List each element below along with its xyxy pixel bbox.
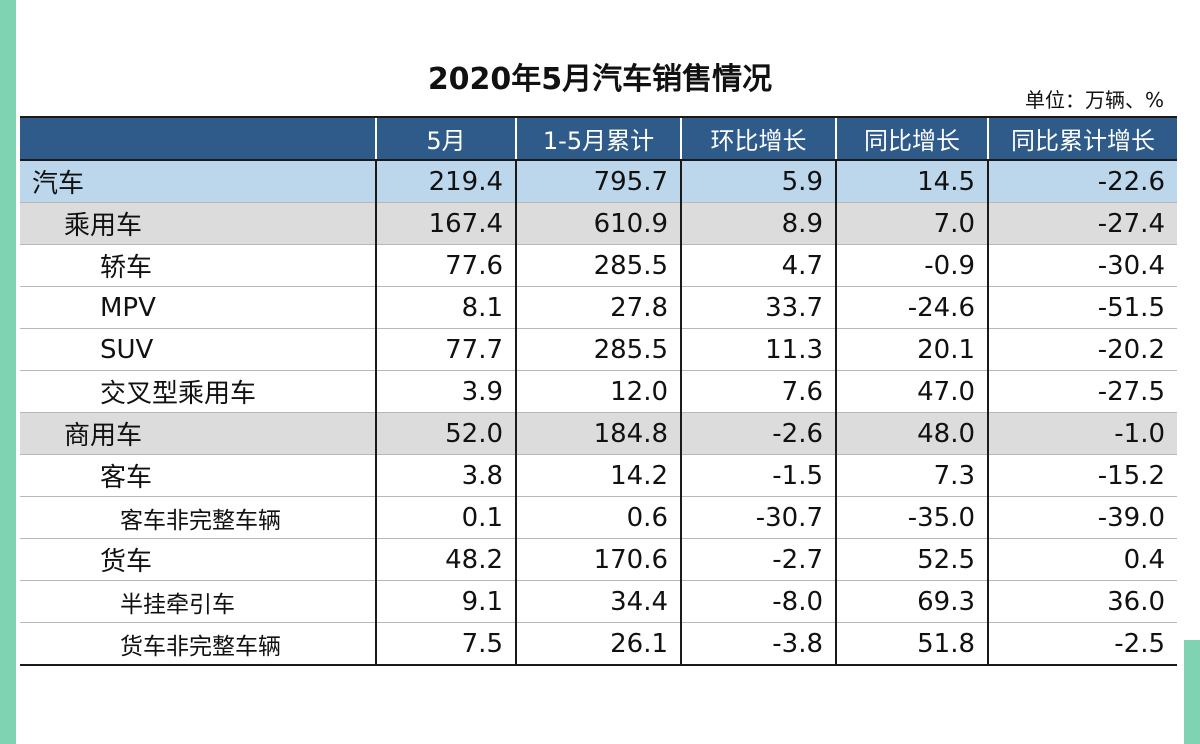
value-cell: 12.0: [515, 370, 681, 413]
table-row: 交叉型乘用车 3.9 12.0 7.6 47.0 -27.5: [20, 370, 1177, 413]
value-cell: 0.1: [375, 496, 516, 539]
header-row: 5月 1-5月累计 环比增长 同比增长 同比累计增长: [20, 116, 1177, 161]
table-row: 客车非完整车辆 0.1 0.6 -30.7 -35.0 -39.0: [20, 496, 1177, 539]
unit-label: 单位：万辆、%: [1024, 88, 1164, 112]
row-label: 商用车: [20, 412, 376, 455]
value-cell: -24.6: [835, 286, 988, 329]
value-cell: -15.2: [987, 454, 1177, 497]
value-cell: 8.1: [375, 286, 516, 329]
right-edge-decoration: [1184, 640, 1200, 744]
value-cell: -39.0: [987, 496, 1177, 539]
value-cell: -2.5: [987, 622, 1177, 666]
value-cell: 0.6: [515, 496, 681, 539]
value-cell: -30.4: [987, 244, 1177, 287]
table-body: 汽车 219.4 795.7 5.9 14.5 -22.6 乘用车 167.4 610.9 8.9…: [20, 160, 1177, 666]
value-cell: 795.7: [515, 160, 681, 203]
value-cell: 77.6: [375, 244, 516, 287]
column-header: 同比增长: [835, 116, 988, 161]
value-cell: 36.0: [987, 580, 1177, 623]
table-row: MPV 8.1 27.8 33.7 -24.6 -51.5: [20, 286, 1177, 329]
column-header: 环比增长: [680, 116, 836, 161]
value-cell: 20.1: [835, 328, 988, 371]
table-row: 汽车 219.4 795.7 5.9 14.5 -22.6: [20, 160, 1177, 203]
row-label: 乘用车: [20, 202, 376, 245]
value-cell: -2.6: [680, 412, 836, 455]
value-cell: 51.8: [835, 622, 988, 666]
sales-table: 5月 1-5月累计 环比增长 同比增长 同比累计增长 汽车 219.4 795.7 5.9 14…: [20, 116, 1177, 666]
value-cell: -8.0: [680, 580, 836, 623]
value-cell: 48.2: [375, 538, 516, 581]
row-label: 货车非完整车辆: [20, 622, 376, 666]
column-header: 1-5月累计: [515, 116, 681, 161]
value-cell: 285.5: [515, 328, 681, 371]
row-label: 半挂牵引车: [20, 580, 376, 623]
table-row: 半挂牵引车 9.1 34.4 -8.0 69.3 36.0: [20, 580, 1177, 623]
value-cell: 0.4: [987, 538, 1177, 581]
value-cell: -3.8: [680, 622, 836, 666]
row-label: 客车非完整车辆: [20, 496, 376, 539]
row-label: 轿车: [20, 244, 376, 287]
value-cell: -20.2: [987, 328, 1177, 371]
column-header: [20, 116, 376, 161]
value-cell: -1.5: [680, 454, 836, 497]
value-cell: 14.5: [835, 160, 988, 203]
value-cell: 184.8: [515, 412, 681, 455]
value-cell: 7.6: [680, 370, 836, 413]
value-cell: -0.9: [835, 244, 988, 287]
value-cell: 7.5: [375, 622, 516, 666]
value-cell: -1.0: [987, 412, 1177, 455]
value-cell: 8.9: [680, 202, 836, 245]
value-cell: 52.0: [375, 412, 516, 455]
table-header: 5月 1-5月累计 环比增长 同比增长 同比累计增长: [20, 116, 1177, 161]
table-row: 商用车 52.0 184.8 -2.6 48.0 -1.0: [20, 412, 1177, 455]
value-cell: 33.7: [680, 286, 836, 329]
table-row: 轿车 77.6 285.5 4.7 -0.9 -30.4: [20, 244, 1177, 287]
value-cell: -51.5: [987, 286, 1177, 329]
value-cell: -35.0: [835, 496, 988, 539]
value-cell: 5.9: [680, 160, 836, 203]
value-cell: 77.7: [375, 328, 516, 371]
value-cell: 26.1: [515, 622, 681, 666]
column-header: 同比累计增长: [987, 116, 1177, 161]
value-cell: 610.9: [515, 202, 681, 245]
left-edge-decoration: [0, 0, 16, 744]
value-cell: 11.3: [680, 328, 836, 371]
value-cell: -22.6: [987, 160, 1177, 203]
row-label: MPV: [20, 286, 376, 329]
value-cell: 7.3: [835, 454, 988, 497]
value-cell: -2.7: [680, 538, 836, 581]
value-cell: 52.5: [835, 538, 988, 581]
row-label: 交叉型乘用车: [20, 370, 376, 413]
row-label: 汽车: [20, 160, 376, 203]
value-cell: 47.0: [835, 370, 988, 413]
value-cell: 285.5: [515, 244, 681, 287]
page-title: 2020年5月汽车销售情况: [427, 62, 773, 97]
value-cell: 4.7: [680, 244, 836, 287]
value-cell: -30.7: [680, 496, 836, 539]
table-row: 客车 3.8 14.2 -1.5 7.3 -15.2: [20, 454, 1177, 497]
column-header: 5月: [375, 116, 516, 161]
value-cell: 3.8: [375, 454, 516, 497]
value-cell: 7.0: [835, 202, 988, 245]
table-row: 货车 48.2 170.6 -2.7 52.5 0.4: [20, 538, 1177, 581]
value-cell: 48.0: [835, 412, 988, 455]
row-label: 货车: [20, 538, 376, 581]
value-cell: 219.4: [375, 160, 516, 203]
row-label: SUV: [20, 328, 376, 371]
value-cell: 34.4: [515, 580, 681, 623]
value-cell: 69.3: [835, 580, 988, 623]
value-cell: -27.4: [987, 202, 1177, 245]
table-row: 乘用车 167.4 610.9 8.9 7.0 -27.4: [20, 202, 1177, 245]
table-row: SUV 77.7 285.5 11.3 20.1 -20.2: [20, 328, 1177, 371]
row-label: 客车: [20, 454, 376, 497]
value-cell: 14.2: [515, 454, 681, 497]
value-cell: 3.9: [375, 370, 516, 413]
value-cell: -27.5: [987, 370, 1177, 413]
value-cell: 9.1: [375, 580, 516, 623]
value-cell: 167.4: [375, 202, 516, 245]
value-cell: 170.6: [515, 538, 681, 581]
table-row: 货车非完整车辆 7.5 26.1 -3.8 51.8 -2.5: [20, 622, 1177, 666]
value-cell: 27.8: [515, 286, 681, 329]
